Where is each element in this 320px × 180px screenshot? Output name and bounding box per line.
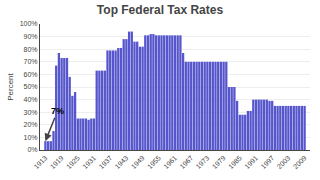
svg-text:1955: 1955 [146,154,162,170]
svg-text:Percent: Percent [6,72,15,100]
svg-text:20%: 20% [24,121,38,128]
svg-text:60%: 60% [24,71,38,78]
svg-text:70%: 70% [24,58,38,65]
svg-text:7%: 7% [51,106,64,116]
svg-text:1985: 1985 [227,154,243,170]
svg-text:80%: 80% [24,46,38,53]
svg-text:1967: 1967 [178,154,194,170]
svg-text:100%: 100% [20,20,38,27]
svg-text:90%: 90% [24,33,38,40]
svg-text:1931: 1931 [81,154,97,170]
svg-text:1937: 1937 [97,154,113,170]
svg-text:1973: 1973 [195,154,211,170]
svg-text:0%: 0% [27,146,37,153]
svg-text:40%: 40% [24,96,38,103]
svg-text:1949: 1949 [130,154,146,170]
svg-text:30%: 30% [24,109,38,116]
svg-text:10%: 10% [24,134,38,141]
svg-text:1961: 1961 [162,154,178,170]
svg-text:2009: 2009 [292,154,308,170]
svg-text:1919: 1919 [49,154,65,170]
svg-text:2003: 2003 [276,154,292,170]
svg-text:50%: 50% [24,83,38,90]
svg-text:1925: 1925 [65,154,81,170]
svg-text:Top Federal Tax Rates: Top Federal Tax Rates [97,3,224,17]
svg-text:1991: 1991 [243,154,259,170]
svg-text:1979: 1979 [211,154,227,170]
svg-text:1913: 1913 [33,154,49,170]
svg-text:1997: 1997 [259,154,275,170]
svg-text:1943: 1943 [114,154,130,170]
